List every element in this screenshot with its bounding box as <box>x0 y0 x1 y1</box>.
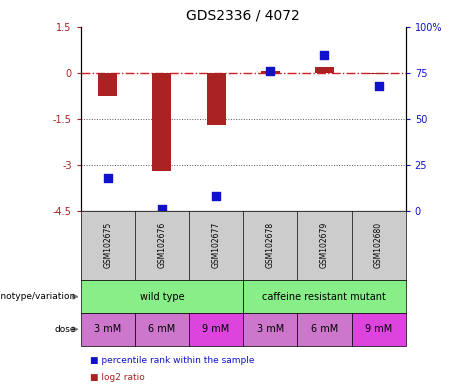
FancyBboxPatch shape <box>189 313 243 346</box>
Bar <box>153 73 171 171</box>
Text: GSM102677: GSM102677 <box>212 222 221 268</box>
FancyBboxPatch shape <box>243 313 297 346</box>
FancyBboxPatch shape <box>243 280 406 313</box>
Text: 3 mM: 3 mM <box>94 324 121 334</box>
Point <box>213 194 220 200</box>
FancyBboxPatch shape <box>297 313 352 346</box>
Text: GSM102675: GSM102675 <box>103 222 112 268</box>
Text: dose: dose <box>54 325 76 334</box>
Text: 6 mM: 6 mM <box>311 324 338 334</box>
Text: GSM102678: GSM102678 <box>266 222 275 268</box>
Text: wild type: wild type <box>140 291 184 302</box>
Text: 9 mM: 9 mM <box>202 324 230 334</box>
Bar <box>261 71 280 73</box>
Text: 9 mM: 9 mM <box>365 324 392 334</box>
Point <box>321 51 328 58</box>
FancyBboxPatch shape <box>352 313 406 346</box>
Title: GDS2336 / 4072: GDS2336 / 4072 <box>186 9 300 23</box>
FancyBboxPatch shape <box>135 313 189 346</box>
Bar <box>207 73 225 125</box>
Point <box>375 83 382 89</box>
Text: GSM102676: GSM102676 <box>157 222 166 268</box>
Text: genotype/variation: genotype/variation <box>0 292 76 301</box>
Point <box>104 175 112 181</box>
Bar <box>315 67 334 73</box>
Point <box>158 206 165 212</box>
Bar <box>369 73 388 74</box>
Text: GSM102680: GSM102680 <box>374 222 383 268</box>
Text: caffeine resistant mutant: caffeine resistant mutant <box>262 291 386 302</box>
FancyBboxPatch shape <box>81 313 135 346</box>
Bar <box>98 73 117 96</box>
Text: 3 mM: 3 mM <box>257 324 284 334</box>
Text: GSM102679: GSM102679 <box>320 222 329 268</box>
Text: 6 mM: 6 mM <box>148 324 176 334</box>
Text: ■ percentile rank within the sample: ■ percentile rank within the sample <box>90 356 254 365</box>
FancyBboxPatch shape <box>81 280 243 313</box>
Text: ■ log2 ratio: ■ log2 ratio <box>90 373 145 382</box>
Point <box>266 68 274 74</box>
